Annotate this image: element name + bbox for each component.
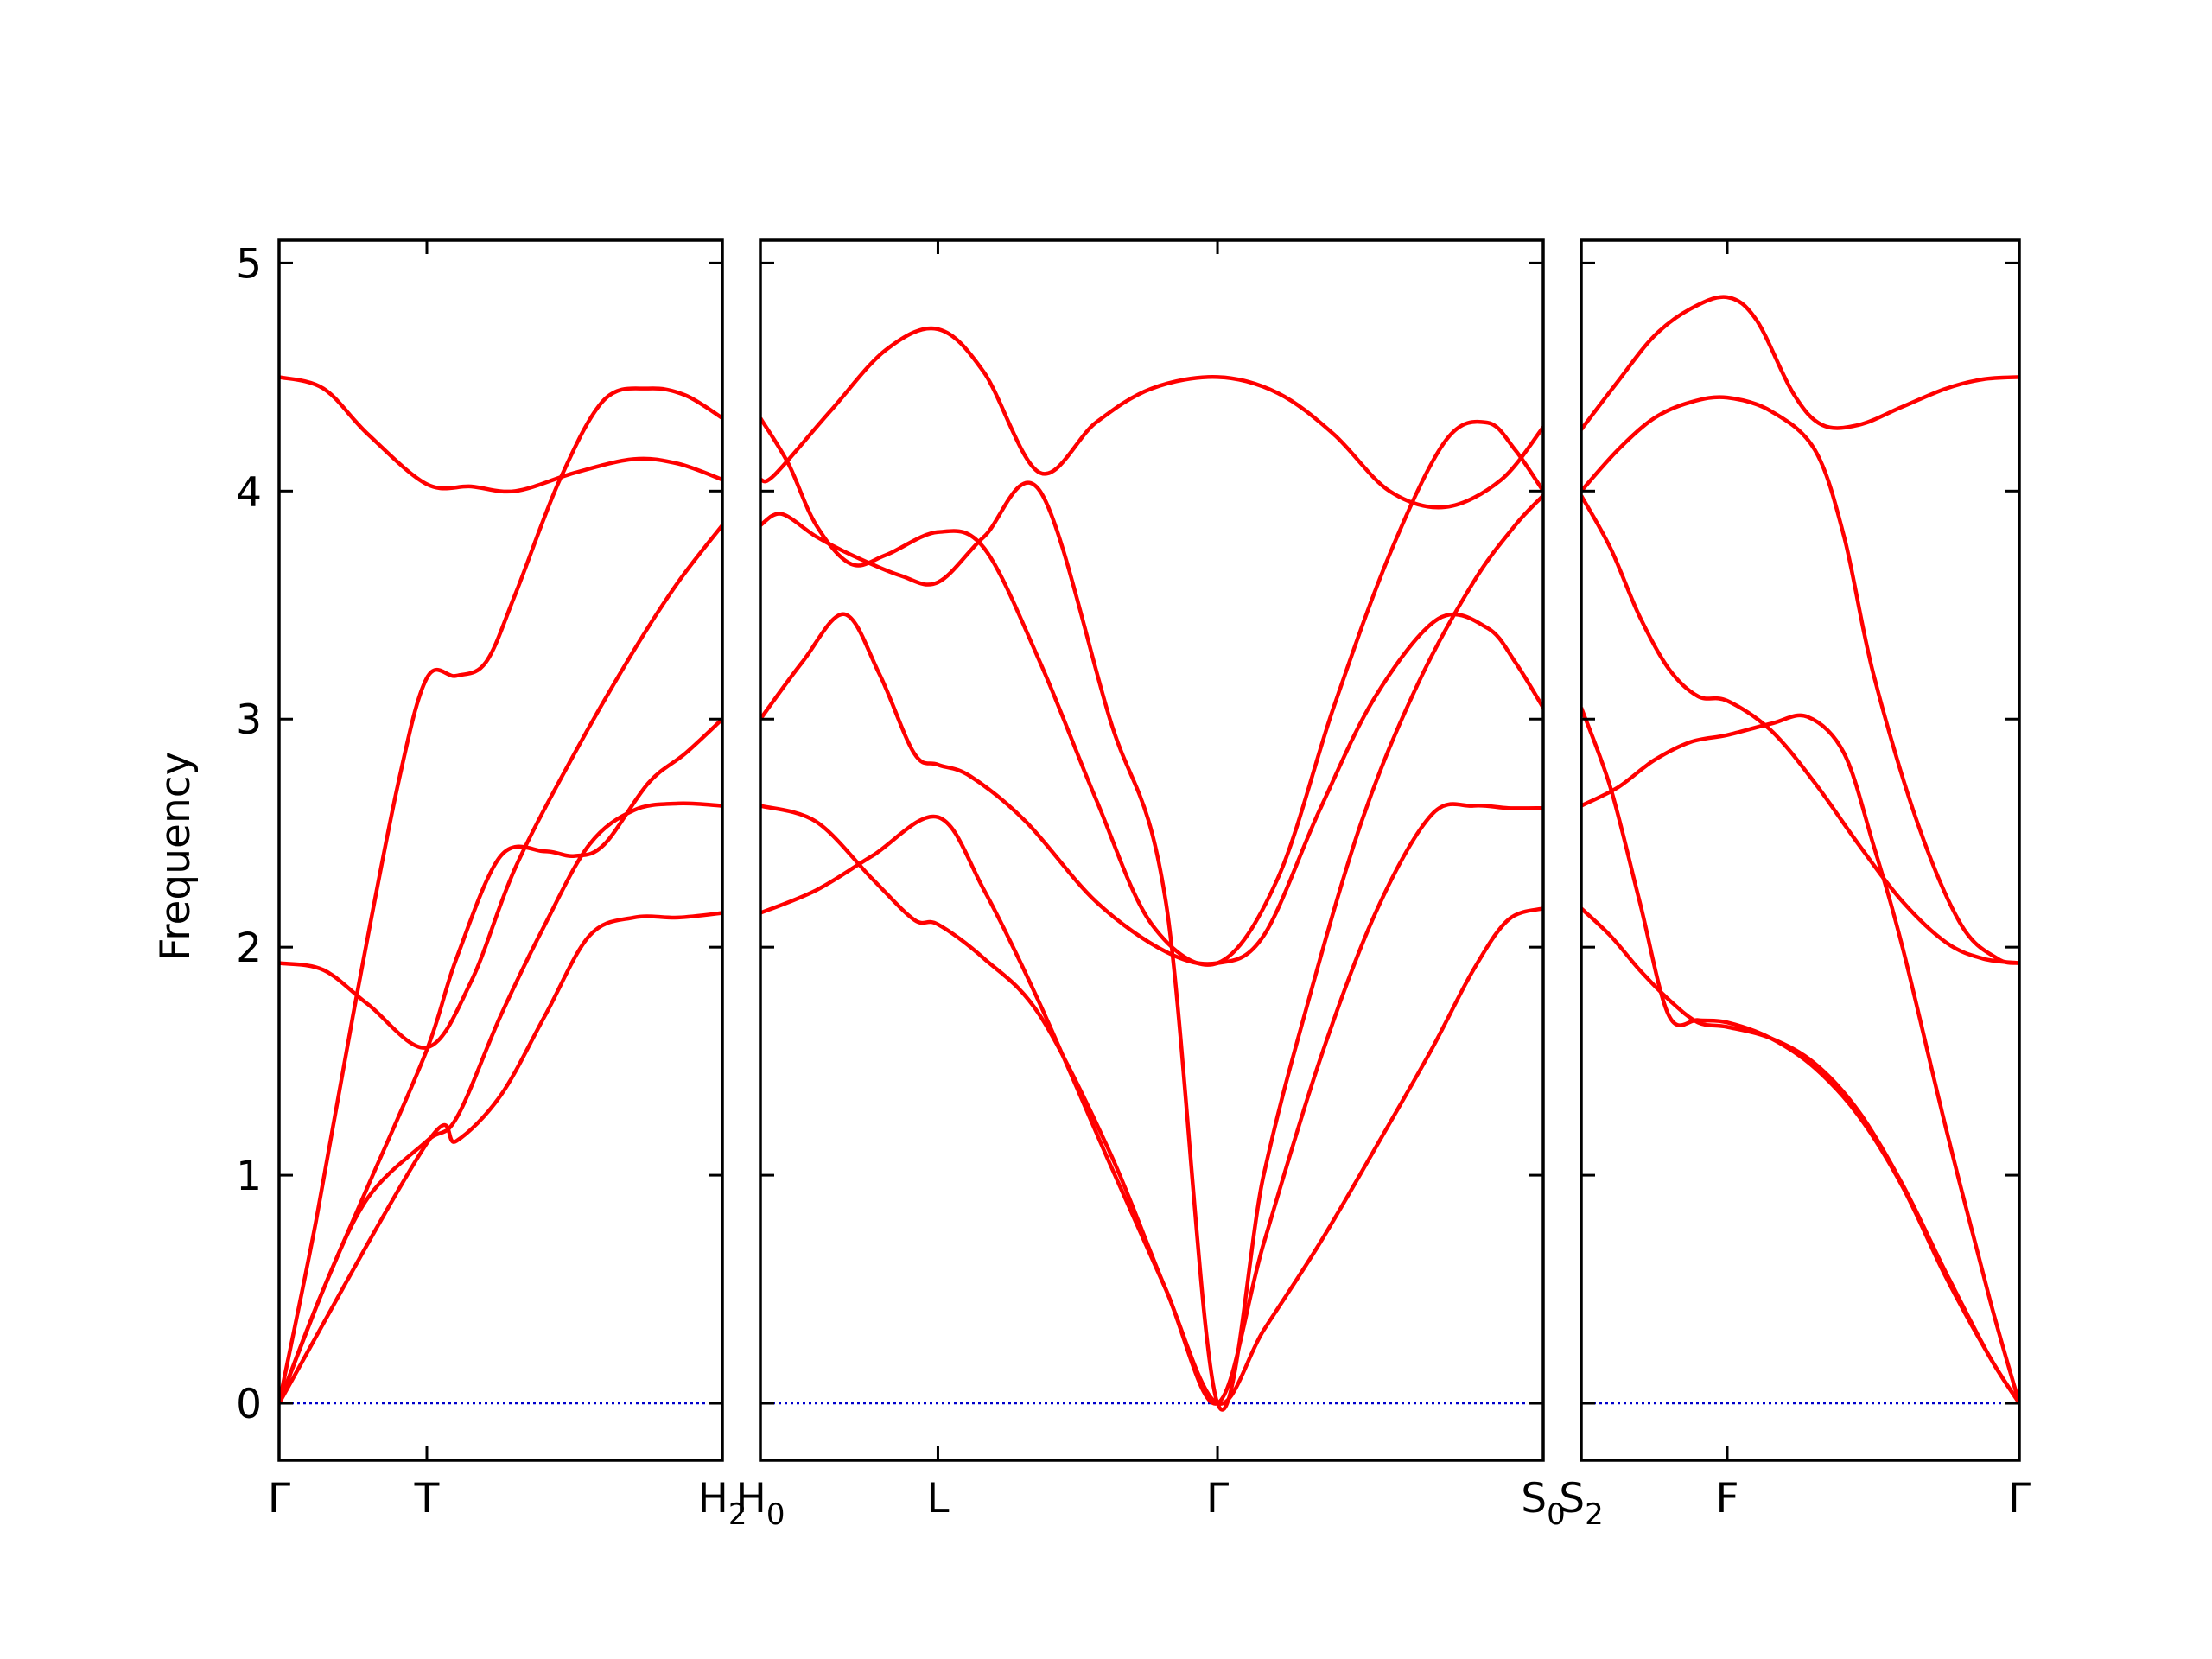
band-line-1 bbox=[760, 326, 1543, 510]
y-tick-label: 1 bbox=[236, 1153, 262, 1200]
x-tick-label: Γ bbox=[2008, 1475, 2031, 1522]
panel-3: S2 F Γ bbox=[1559, 238, 2031, 1532]
band-line-2 bbox=[279, 386, 722, 1404]
band-lines bbox=[279, 375, 722, 1405]
x-tick-label: L bbox=[926, 1475, 949, 1522]
band-line-1 bbox=[279, 375, 722, 494]
plot-frame bbox=[277, 238, 724, 1462]
y-axis-label: Frequency bbox=[152, 752, 200, 962]
y-tick-label: 0 bbox=[236, 1381, 262, 1428]
band-line-6 bbox=[279, 911, 722, 1405]
band-line-1 bbox=[1581, 295, 2019, 431]
band-line-3 bbox=[1581, 494, 2019, 965]
band-lines bbox=[760, 326, 1543, 1412]
x-tick-label: Γ bbox=[1206, 1475, 1229, 1522]
band-line-4 bbox=[1581, 713, 2019, 1404]
band-line-6 bbox=[1581, 906, 2019, 1405]
y-tick-label: 2 bbox=[236, 925, 262, 972]
y-tick-label: 5 bbox=[236, 240, 262, 288]
band-line-2 bbox=[1581, 395, 2019, 965]
band-line-3 bbox=[760, 480, 1543, 1412]
y-tick-label: 3 bbox=[236, 696, 262, 744]
band-line-6 bbox=[760, 804, 1543, 1406]
band-line-5 bbox=[1581, 707, 2019, 1405]
band-line-3 bbox=[279, 524, 722, 1050]
x-tick-label: T bbox=[414, 1475, 440, 1522]
plot-frame bbox=[759, 238, 1545, 1462]
panel-2: H0 L Γ S0 bbox=[736, 238, 1566, 1532]
x-tick-label: F bbox=[1715, 1475, 1738, 1522]
band-line-4 bbox=[760, 612, 1543, 966]
band-line-5 bbox=[279, 801, 722, 1404]
band-lines bbox=[1581, 295, 2019, 1405]
band-line-5 bbox=[760, 802, 1543, 1406]
plot-frame bbox=[1580, 238, 2021, 1462]
y-tick-label: 4 bbox=[236, 468, 262, 516]
x-tick-label: Γ bbox=[268, 1475, 290, 1522]
x-tick-label: S2 bbox=[1559, 1475, 1603, 1532]
